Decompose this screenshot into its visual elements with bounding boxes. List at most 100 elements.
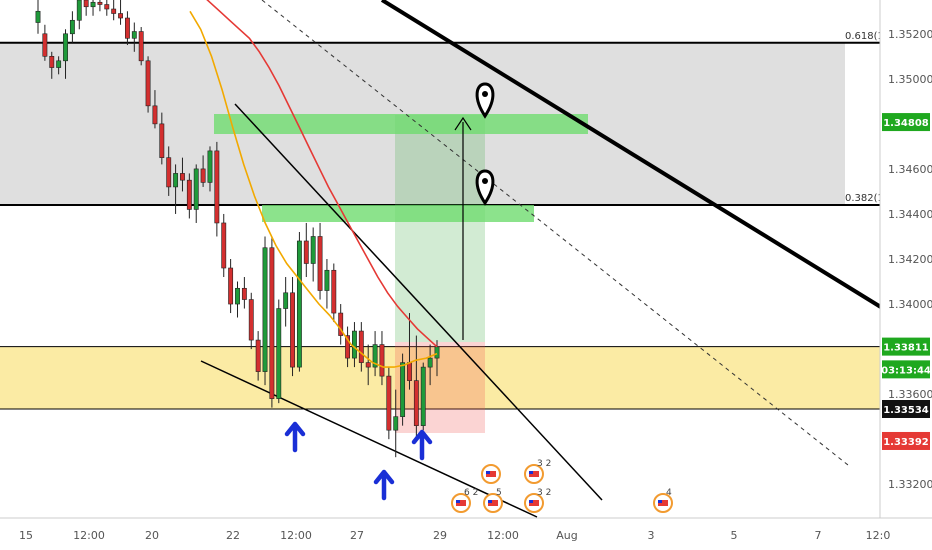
- price-tag-3: 1.33534: [882, 399, 930, 418]
- price-tag-text: 1.34808: [883, 118, 929, 129]
- candle-body: [200, 168, 206, 183]
- candle: [35, 0, 41, 34]
- economic-event-icon: [653, 493, 673, 513]
- blue-arrow-up-1: [284, 421, 306, 453]
- candle-body: [255, 339, 261, 372]
- candle: [97, 0, 103, 12]
- time-tick-label: 3: [648, 529, 655, 542]
- blue-arrow-up-2: [373, 469, 395, 501]
- price-tick-label: 1.34200: [888, 253, 932, 266]
- ema-red-line: [206, 0, 438, 348]
- price-tag-text: 1.33534: [883, 405, 929, 416]
- time-tick-label: 22: [226, 529, 240, 542]
- candle: [283, 277, 289, 327]
- candle: [159, 112, 165, 165]
- candle-body: [166, 157, 172, 188]
- candle: [63, 29, 68, 79]
- candle: [152, 90, 158, 129]
- event-flag: [658, 500, 668, 506]
- event-flag-canton: [529, 500, 533, 503]
- event-flag-canton: [529, 471, 533, 474]
- time-tick-label: 5: [731, 529, 738, 542]
- candle-body: [310, 236, 316, 264]
- candle: [393, 389, 399, 458]
- candle-body: [228, 267, 234, 305]
- candle-body: [207, 150, 213, 183]
- candle: [173, 164, 179, 214]
- candle: [310, 227, 316, 282]
- candle-body: [290, 292, 295, 368]
- time-axis-panel: [0, 518, 932, 550]
- candle-body: [145, 60, 151, 107]
- event-flag-canton: [486, 471, 490, 474]
- candle-body: [56, 60, 62, 68]
- candle-body: [400, 362, 406, 417]
- candle-body: [90, 1, 96, 8]
- candle: [235, 281, 240, 318]
- candle: [200, 155, 206, 187]
- event-flag: [486, 471, 496, 477]
- candle-body: [35, 10, 41, 23]
- price-tag-bg: [882, 431, 930, 450]
- time-tick-label: Aug: [556, 529, 577, 542]
- economic-event-icon: [524, 493, 544, 513]
- event-flag-canton: [658, 500, 662, 503]
- candle: [290, 277, 295, 377]
- candle: [221, 213, 227, 278]
- candle: [248, 292, 254, 350]
- candle: [303, 222, 309, 278]
- price-axis-panel: [880, 0, 932, 518]
- candle: [372, 331, 378, 377]
- candle-body: [331, 269, 337, 314]
- economic-event-icon: [481, 464, 501, 484]
- price-tick-label: 1.33600: [888, 388, 932, 401]
- candle: [145, 56, 151, 113]
- candle: [111, 0, 117, 21]
- candle: [331, 263, 337, 323]
- price-tag-bg: [882, 113, 930, 132]
- candle: [124, 11, 130, 46]
- candle-body: [248, 299, 254, 341]
- candle-body: [358, 330, 364, 363]
- ema-orange-line: [189, 10, 438, 368]
- candle-body: [118, 13, 123, 19]
- target-rect-lower: [262, 205, 534, 222]
- candle-body: [352, 330, 357, 359]
- price-tag-1: 1.33811: [882, 337, 930, 356]
- event-flag-canton: [456, 500, 460, 503]
- candle: [69, 11, 75, 43]
- candle-body: [420, 366, 426, 426]
- price-tick-label: 1.34400: [888, 208, 932, 221]
- candle-body: [173, 173, 179, 188]
- candle: [365, 344, 371, 386]
- candle: [42, 24, 48, 61]
- candle: [180, 157, 185, 192]
- candle: [413, 335, 419, 440]
- target-rect-upper: [214, 114, 588, 134]
- candle: [241, 277, 247, 309]
- candle-body: [303, 240, 309, 264]
- pin-body: [475, 82, 495, 119]
- candle-body: [124, 17, 130, 39]
- price-tick-label: 1.35200: [888, 28, 932, 41]
- candle-body: [76, 0, 82, 21]
- candle: [262, 236, 268, 386]
- price-tag-bg: [882, 399, 930, 418]
- candle-body: [235, 287, 240, 305]
- candle-body: [372, 344, 378, 368]
- candle-body: [407, 362, 412, 381]
- candle-body: [180, 173, 185, 181]
- candle: [166, 146, 172, 196]
- price-tick-label: 1.35000: [888, 73, 932, 86]
- price-tag-4: 1.33392: [882, 431, 930, 450]
- candle-body: [104, 4, 110, 10]
- fib-label-0: 0.618(1.3: [845, 31, 893, 42]
- target-arrow-head: [454, 116, 472, 131]
- pin-body: [475, 169, 495, 206]
- candle: [193, 164, 199, 223]
- candle-body: [317, 236, 323, 291]
- time-tick-label: 15: [19, 529, 33, 542]
- candle: [76, 0, 82, 30]
